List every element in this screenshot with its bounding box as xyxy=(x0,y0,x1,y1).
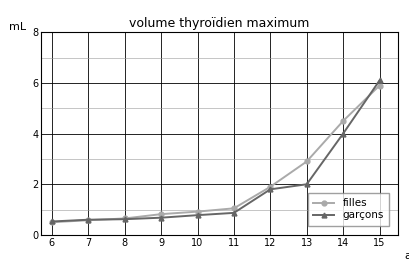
filles xyxy=(85,219,90,222)
garçons xyxy=(158,216,163,219)
Legend: filles, garçons: filles, garçons xyxy=(307,193,388,226)
garçons xyxy=(231,211,236,214)
filles xyxy=(231,207,236,210)
garçons xyxy=(340,132,345,135)
filles xyxy=(267,185,272,188)
garçons xyxy=(85,218,90,221)
filles xyxy=(49,221,54,224)
Title: volume thyroïdien maximum: volume thyroïdien maximum xyxy=(129,17,309,30)
garçons xyxy=(303,183,308,186)
garçons xyxy=(376,79,381,82)
garçons xyxy=(49,220,54,223)
Text: mL: mL xyxy=(9,22,26,32)
filles xyxy=(158,212,163,216)
garçons xyxy=(195,214,200,217)
garçons xyxy=(267,188,272,191)
Text: ans: ans xyxy=(404,251,409,261)
filles xyxy=(376,84,381,87)
filles xyxy=(303,160,308,163)
filles xyxy=(122,217,127,220)
filles xyxy=(195,210,200,213)
Line: filles: filles xyxy=(49,83,381,225)
garçons xyxy=(122,218,127,221)
Line: garçons: garçons xyxy=(49,78,381,224)
filles xyxy=(340,119,345,123)
